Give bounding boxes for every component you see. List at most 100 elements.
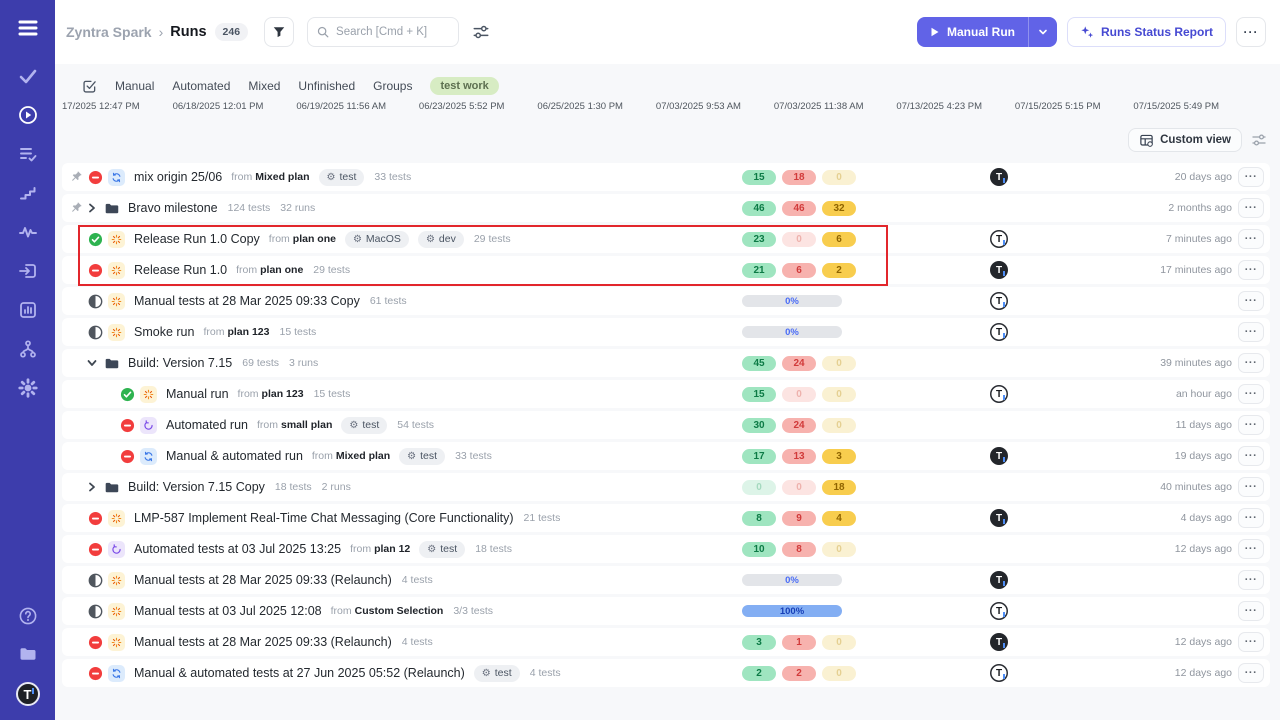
assignee-avatar[interactable]: T (990, 447, 1008, 465)
tag-badge[interactable]: ⚙ dev (417, 230, 464, 248)
run-name[interactable]: Build: Version 7.15 (128, 356, 233, 370)
assignee-avatar[interactable]: T (990, 602, 1008, 620)
filter-tab-mixed[interactable]: Mixed (248, 79, 281, 93)
run-name[interactable]: Manual tests at 28 Mar 2025 09:33 Copy (134, 294, 360, 308)
assignee-avatar[interactable]: T (990, 509, 1008, 527)
run-row[interactable]: Build: Version 7.15 69 tests 3 runs 45 24 0 39… (62, 349, 1270, 377)
run-row[interactable]: Automated run from small plan ⚙ test 54 tests… (62, 411, 1270, 439)
tag-badge[interactable]: ⚙ test (318, 168, 365, 186)
run-row[interactable]: Release Run 1.0 from plan one 29 tests 21 6 2 T… (62, 256, 1270, 284)
filter-tab-manual[interactable]: Manual (115, 79, 155, 93)
custom-view-button[interactable]: Custom view (1128, 128, 1242, 152)
assignee-avatar[interactable]: T (990, 323, 1008, 341)
header-more-button[interactable]: ··· (1236, 17, 1266, 47)
run-row[interactable]: Automated tests at 03 Jul 2025 13:25 from… (62, 535, 1270, 563)
run-name[interactable]: Release Run 1.0 (134, 263, 228, 277)
sidebar-item-import-icon[interactable] (18, 261, 38, 281)
chevron-down-icon[interactable] (86, 357, 98, 369)
runs-status-report-button[interactable]: Runs Status Report (1066, 17, 1226, 47)
assignee-avatar[interactable]: T (990, 633, 1008, 651)
run-name[interactable]: Build: Version 7.15 Copy (128, 480, 265, 494)
run-name[interactable]: Automated run (166, 418, 248, 432)
row-menu-button[interactable]: ··· (1238, 384, 1264, 404)
breadcrumb-project[interactable]: Zyntra Spark (66, 24, 152, 40)
active-filter-tag[interactable]: test work (430, 77, 499, 95)
run-row[interactable]: Manual & automated tests at 27 Jun 2025 … (62, 659, 1270, 687)
row-menu-button[interactable]: ··· (1238, 198, 1264, 218)
tag-badge[interactable]: ⚙ MacOS (344, 230, 409, 248)
run-name[interactable]: Manual run (166, 387, 229, 401)
assignee-avatar[interactable]: T (990, 168, 1008, 186)
run-row[interactable]: Manual tests at 28 Mar 2025 09:33 (Relau… (62, 628, 1270, 656)
run-name[interactable]: Manual tests at 28 Mar 2025 09:33 (Relau… (134, 573, 392, 587)
sidebar-item-settings-gear-icon[interactable] (17, 378, 38, 398)
row-menu-button[interactable]: ··· (1238, 322, 1264, 342)
assignee-avatar[interactable]: T (990, 261, 1008, 279)
run-name[interactable]: Manual tests at 28 Mar 2025 09:33 (Relau… (134, 635, 392, 649)
sidebar-item-activity-pulse-icon[interactable] (18, 222, 38, 242)
user-avatar[interactable]: T (15, 682, 40, 706)
search-box[interactable] (307, 17, 460, 47)
chevron-right-icon[interactable] (86, 202, 98, 214)
row-menu-button[interactable]: ··· (1238, 291, 1264, 311)
tag-badge[interactable]: ⚙ test (473, 664, 520, 682)
tag-badge[interactable]: ⚙ test (419, 540, 466, 558)
assignee-avatar[interactable]: T (990, 230, 1008, 248)
row-menu-button[interactable]: ··· (1238, 167, 1264, 187)
menu-icon[interactable] (16, 16, 40, 40)
chevron-right-icon[interactable] (86, 481, 98, 493)
row-menu-button[interactable]: ··· (1238, 570, 1264, 590)
run-row[interactable]: Release Run 1.0 Copy from plan one ⚙ MacOS ⚙ d… (62, 225, 1270, 253)
run-name[interactable]: Automated tests at 03 Jul 2025 13:25 (134, 542, 342, 556)
row-menu-button[interactable]: ··· (1238, 508, 1264, 528)
run-name[interactable]: LMP-587 Implement Real-Time Chat Messagi… (134, 511, 514, 525)
sidebar-item-branches-icon[interactable] (18, 339, 38, 359)
row-menu-button[interactable]: ··· (1238, 229, 1264, 249)
sidebar-item-list-check-icon[interactable] (18, 144, 38, 164)
assignee-avatar[interactable]: T (990, 664, 1008, 682)
projects-folder-icon[interactable] (18, 644, 38, 664)
assignee-avatar[interactable]: T (990, 571, 1008, 589)
sidebar-item-runs-play-icon[interactable] (18, 105, 38, 125)
row-menu-button[interactable]: ··· (1238, 539, 1264, 559)
search-input[interactable] (336, 26, 447, 38)
run-name[interactable]: Manual & automated run (166, 449, 303, 463)
search-settings-icon[interactable] (472, 23, 490, 41)
run-row[interactable]: Manual tests at 03 Jul 2025 12:08 from Cus… (62, 597, 1270, 625)
run-name[interactable]: Smoke run (134, 325, 195, 339)
manual-run-split-button[interactable]: Manual Run (916, 17, 1057, 47)
row-menu-button[interactable]: ··· (1238, 477, 1264, 497)
sidebar-item-analytics-icon[interactable] (18, 300, 38, 320)
run-name[interactable]: Manual & automated tests at 27 Jun 2025 … (134, 666, 465, 680)
run-row[interactable]: Bravo milestone 124 tests 32 runs 46 46 32 2 m… (62, 194, 1270, 222)
run-row[interactable]: Manual & automated run from Mixed plan ⚙ tes… (62, 442, 1270, 470)
row-menu-button[interactable]: ··· (1238, 415, 1264, 435)
row-menu-button[interactable]: ··· (1238, 260, 1264, 280)
view-settings-icon[interactable] (1251, 132, 1267, 148)
run-row[interactable]: LMP-587 Implement Real-Time Chat Messagi… (62, 504, 1270, 532)
run-row[interactable]: Manual tests at 28 Mar 2025 09:33 Copy 61… (62, 287, 1270, 315)
row-menu-button[interactable]: ··· (1238, 353, 1264, 373)
run-name[interactable]: Manual tests at 03 Jul 2025 12:08 (134, 604, 322, 618)
tag-badge[interactable]: ⚙ test (399, 447, 446, 465)
manual-run-dropdown[interactable] (1027, 17, 1057, 47)
row-menu-button[interactable]: ··· (1238, 663, 1264, 683)
filter-tab-automated[interactable]: Automated (172, 79, 231, 93)
help-icon[interactable] (18, 606, 38, 626)
run-row[interactable]: mix origin 25/06 from Mixed plan ⚙ test 33 te… (62, 163, 1270, 191)
run-name[interactable]: mix origin 25/06 (134, 170, 223, 184)
sidebar-item-steps-icon[interactable] (18, 183, 38, 203)
sidebar-item-tasks-check-icon[interactable] (18, 66, 38, 86)
tag-badge[interactable]: ⚙ test (341, 416, 388, 434)
run-row[interactable]: Build: Version 7.15 Copy 18 tests 2 runs 0 0… (62, 473, 1270, 501)
bulk-select-icon[interactable] (82, 79, 97, 94)
assignee-avatar[interactable]: T (990, 292, 1008, 310)
filter-tab-groups[interactable]: Groups (373, 79, 413, 93)
run-row[interactable]: Smoke run from plan 123 15 tests 0% T ··· (62, 318, 1270, 346)
assignee-avatar[interactable]: T (990, 385, 1008, 403)
run-name[interactable]: Release Run 1.0 Copy (134, 232, 260, 246)
filter-tab-unfinished[interactable]: Unfinished (298, 79, 356, 93)
filter-funnel-button[interactable] (264, 17, 295, 47)
row-menu-button[interactable]: ··· (1238, 601, 1264, 621)
